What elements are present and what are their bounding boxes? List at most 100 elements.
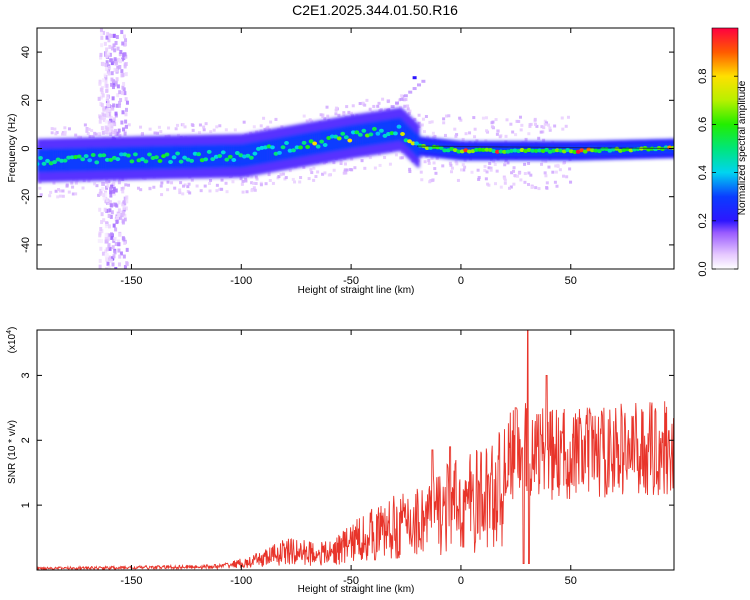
spectrogram-cell bbox=[250, 189, 254, 193]
spectrogram-peak bbox=[589, 148, 595, 153]
snr-content bbox=[37, 330, 674, 570]
spectrogram-cell bbox=[104, 190, 108, 194]
spectrogram-cell bbox=[104, 196, 108, 201]
spectrogram-band-core bbox=[133, 146, 138, 171]
spectrogram-band-core bbox=[347, 125, 351, 150]
snr-xtick-label: -50 bbox=[343, 575, 359, 587]
spectrogram-cell bbox=[71, 185, 75, 189]
spectrogram-peak bbox=[347, 138, 353, 143]
spectrogram-band-core bbox=[384, 119, 389, 144]
spectrogram-cell bbox=[114, 188, 118, 193]
spectrogram-cell bbox=[569, 180, 573, 184]
spectrogram-ytick-label: 40 bbox=[20, 46, 32, 58]
spectrogram-cell bbox=[113, 57, 117, 62]
spectrogram-cell bbox=[48, 194, 52, 198]
spectrogram-cell bbox=[160, 193, 164, 197]
spectrogram-band-core bbox=[373, 121, 377, 146]
spectrogram-cell bbox=[98, 81, 102, 86]
spectrogram-cell bbox=[98, 258, 102, 263]
spectrogram-band-core bbox=[37, 148, 41, 173]
spectrogram-cell bbox=[116, 46, 120, 51]
spectrogram-cell bbox=[523, 162, 527, 166]
spectrogram-cell bbox=[104, 268, 108, 269]
spectrogram-cell bbox=[112, 254, 116, 259]
spectrogram-cell bbox=[119, 215, 123, 220]
colorbar-tick-label: 0.0 bbox=[697, 261, 709, 276]
spectrogram-cell bbox=[85, 129, 89, 133]
spectrogram-cell bbox=[108, 246, 112, 251]
spectrogram-peak bbox=[252, 151, 258, 156]
spectrogram-cell bbox=[343, 162, 347, 166]
spectrogram-cell bbox=[122, 52, 126, 57]
spectrogram-band-core bbox=[222, 144, 227, 169]
spectrogram-cell bbox=[250, 181, 254, 185]
spectrogram-cell bbox=[105, 35, 109, 40]
spectrogram-cell bbox=[61, 189, 65, 193]
spectrogram-cell bbox=[565, 175, 569, 179]
spectrogram-cell bbox=[307, 177, 311, 181]
spectrogram-band-core bbox=[90, 147, 94, 172]
spectrogram-cell bbox=[108, 33, 112, 38]
spectrogram-cell bbox=[503, 181, 507, 185]
spectrogram-content bbox=[37, 28, 674, 269]
spectrogram-cell bbox=[98, 207, 102, 212]
spectrogram-cell bbox=[112, 181, 116, 185]
spectrogram-cell bbox=[110, 61, 114, 66]
colorbar-gradient bbox=[711, 27, 739, 270]
spectrogram-cell bbox=[284, 176, 288, 180]
spectrogram-cell bbox=[546, 123, 550, 127]
spectrogram-cell bbox=[386, 100, 390, 104]
spectrogram-cell bbox=[102, 107, 106, 112]
spectrogram-cell bbox=[99, 87, 103, 92]
spectrogram-cell bbox=[104, 79, 108, 84]
spectrogram-cell bbox=[155, 131, 159, 135]
spectrogram-cell bbox=[218, 124, 222, 128]
spectrogram-band-core bbox=[167, 145, 171, 170]
spectrogram-cell bbox=[224, 181, 228, 185]
spectrogram-cell bbox=[252, 181, 256, 185]
spectrogram-peak bbox=[59, 158, 65, 163]
spectrogram-cell bbox=[334, 112, 338, 116]
spectrogram-band-core bbox=[78, 147, 82, 172]
spectrogram-cell bbox=[115, 61, 119, 66]
snr-axes: -150 -100 -50 0 50 1 2 3 bbox=[20, 330, 674, 587]
spectrogram-cell bbox=[107, 128, 111, 133]
spectrogram-peak bbox=[361, 128, 367, 133]
spectrogram-cell bbox=[207, 182, 211, 186]
spectrogram-peak bbox=[45, 158, 50, 163]
spectrogram-cell bbox=[430, 156, 434, 160]
spectrogram-cell bbox=[394, 153, 398, 157]
spectrogram-cell bbox=[476, 168, 480, 172]
spectrogram-cell bbox=[122, 254, 126, 259]
spectrogram-cell bbox=[498, 135, 502, 139]
spectrogram-cell bbox=[342, 171, 346, 175]
spectrogram-cell bbox=[108, 44, 112, 49]
spectrogram-cell bbox=[102, 78, 106, 83]
spectrogram-cell bbox=[426, 135, 430, 139]
spectrogram-band-core bbox=[286, 135, 290, 160]
spectrogram-cell bbox=[544, 159, 548, 163]
spectrogram-cell bbox=[312, 166, 316, 170]
spectrogram-cell bbox=[431, 178, 435, 182]
spectrogram-cell bbox=[106, 108, 110, 113]
spectrogram-cell bbox=[327, 173, 331, 177]
spectrogram-cell bbox=[443, 133, 447, 137]
spectrogram-cell bbox=[321, 172, 325, 176]
spectrogram-ridge-line bbox=[416, 145, 670, 150]
spectrogram-cell bbox=[106, 209, 110, 214]
spectrogram-cell bbox=[61, 194, 65, 198]
spectrogram-peak bbox=[354, 130, 360, 135]
spectrogram-cell bbox=[148, 127, 152, 131]
spectrogram-cell bbox=[493, 163, 497, 167]
spectrogram-band-core bbox=[234, 143, 238, 168]
spectrogram-cell bbox=[454, 160, 458, 164]
spectrogram-cell bbox=[302, 114, 306, 118]
spectrogram-cell bbox=[108, 255, 112, 260]
spectrogram-xtick-label: -100 bbox=[230, 275, 252, 287]
spectrogram-cell bbox=[241, 179, 245, 183]
spectrogram-peak bbox=[66, 155, 72, 160]
spectrogram-cell bbox=[342, 112, 346, 116]
spectrogram-cell bbox=[110, 128, 114, 132]
spectrogram-cell bbox=[112, 117, 116, 122]
spectrogram-cell bbox=[191, 128, 195, 132]
